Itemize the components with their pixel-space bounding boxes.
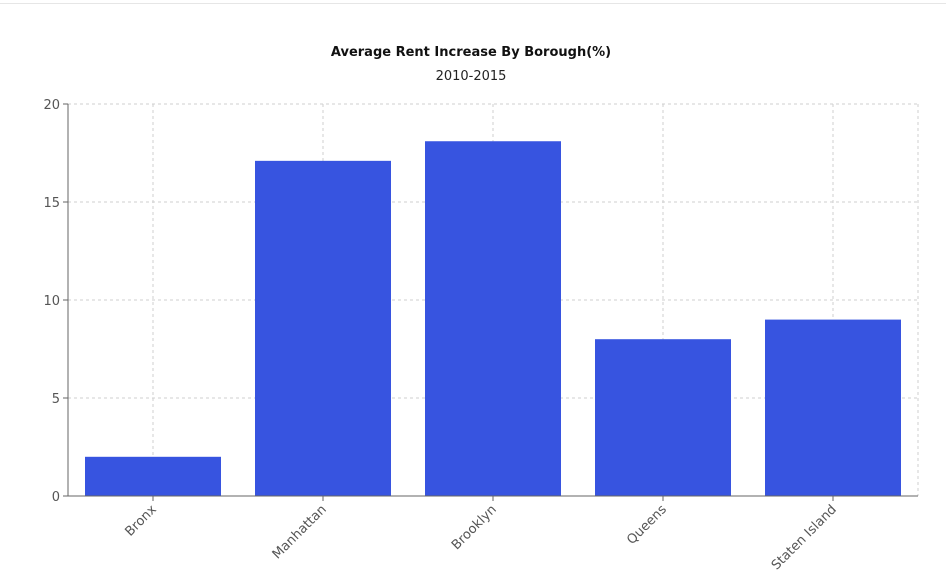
x-tick-label: Manhattan [270,502,330,562]
bar-brooklyn [425,141,561,497]
bar-bronx [85,456,221,496]
bar-queens [595,339,731,496]
axes [63,103,918,501]
y-tick-label: 10 [43,294,60,309]
top-divider [0,3,946,4]
y-tick-label: 15 [43,196,60,211]
x-tick-label: Queens [624,502,670,548]
y-tick-label: 5 [52,392,60,407]
y-tick-label: 0 [52,490,60,505]
x-tick-label: Bronx [122,502,160,540]
bar-manhattan [255,160,391,496]
chart-subtitle: 2010-2015 [436,69,507,84]
bars [85,141,901,497]
x-tick-label: Brooklyn [449,502,500,553]
y-tick-label: 20 [43,98,60,113]
bar-staten-island [765,319,901,496]
x-tick-label: Staten Island [769,502,840,573]
chart-title: Average Rent Increase By Borough(%) [331,45,611,60]
